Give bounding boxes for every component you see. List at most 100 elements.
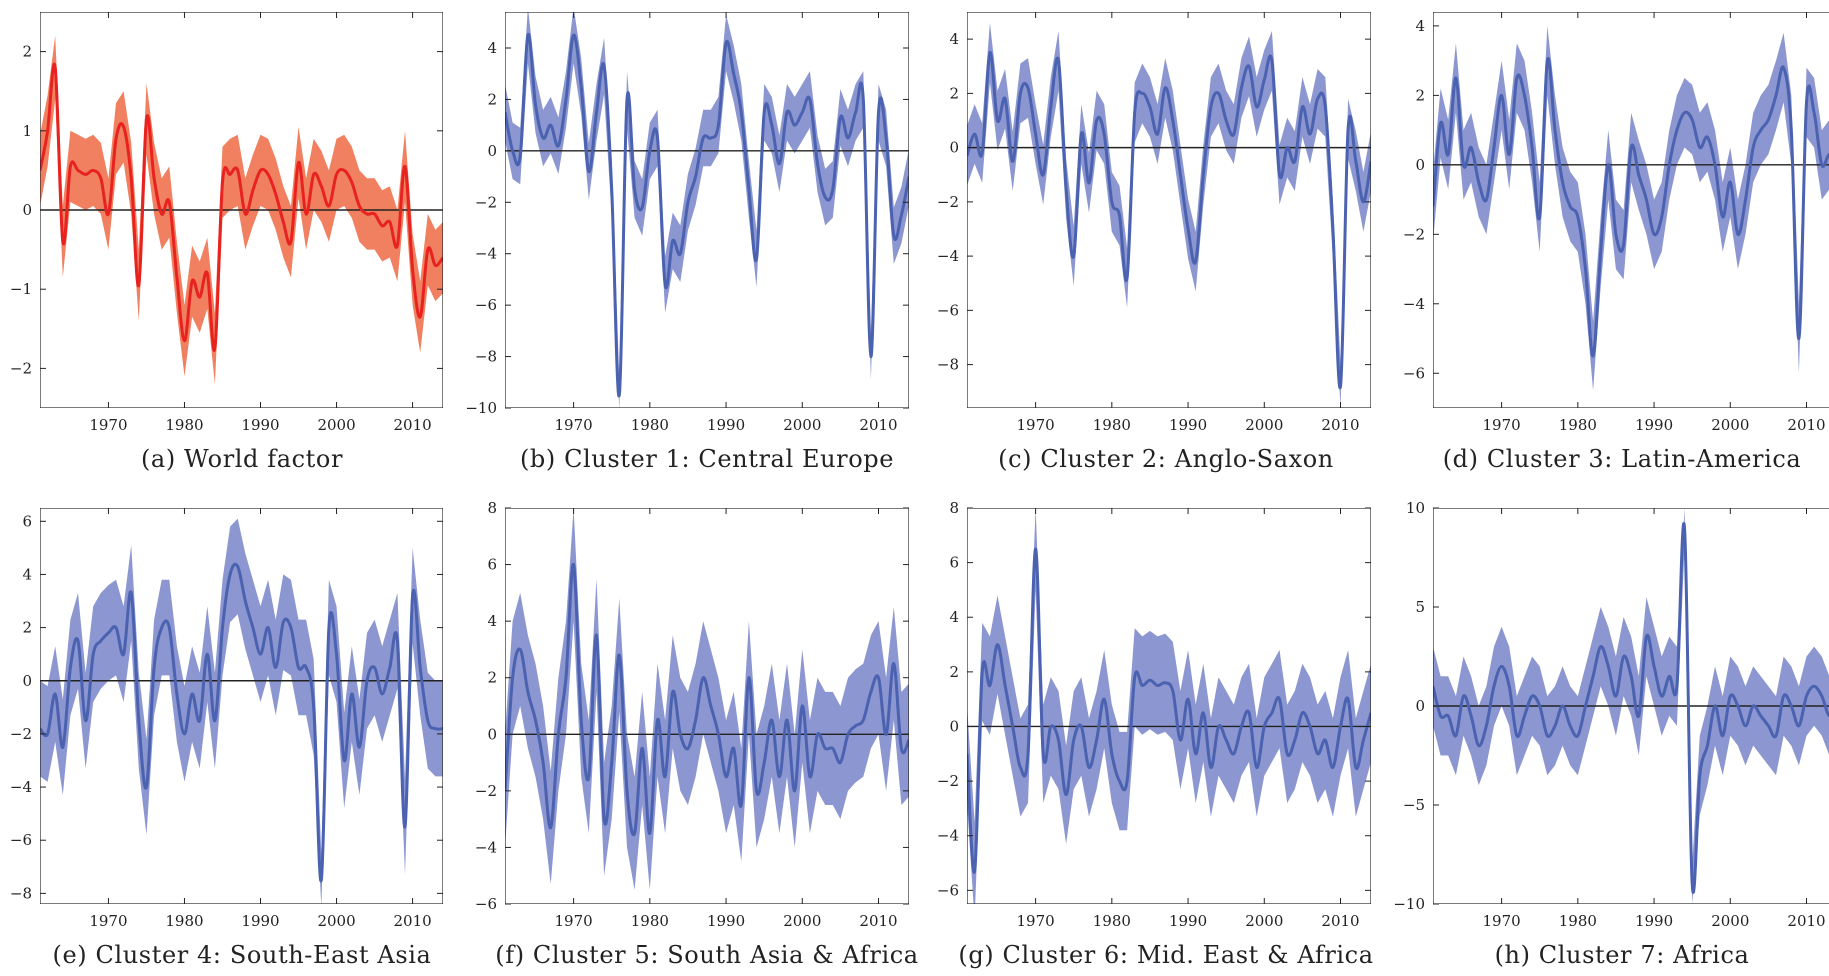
panel-c-ytick-label: −4 — [937, 247, 959, 265]
panel-d-xtick-label: 1990 — [1635, 416, 1673, 434]
panel-f-ytick-label: 4 — [487, 612, 497, 630]
panel-f-xtick-label: 1990 — [707, 912, 745, 930]
panel-h-caption: (h) Cluster 7: Africa — [1495, 941, 1750, 969]
panel-h-ytick-label: −5 — [1403, 796, 1425, 814]
panel-a-xtick-label: 1990 — [241, 416, 279, 434]
panel-c: 1970 1980 1990 2000 2010 −8 −6 −4 −2 0 2 4 (c) Clust… — [937, 12, 1371, 473]
panel-f-ytick-label: −2 — [475, 782, 497, 800]
panel-g-xtick-label: 1970 — [1017, 912, 1055, 930]
panel-f-caption: (f) Cluster 5: South Asia & Africa — [495, 941, 918, 969]
panel-b-ytick-label: −4 — [475, 245, 497, 263]
panel-a-xtick-label: 2010 — [393, 416, 431, 434]
panel-a: 1970 1980 1990 2000 2010 −2 −1 0 1 2 (a) World fac… — [10, 12, 443, 473]
panel-g-ytick-label: 0 — [949, 717, 959, 735]
panel-h: 1970 1980 1990 2000 2010 −10 −5 0 5 10 (h) Cluster… — [1393, 499, 1829, 969]
panel-h-xtick-label: 1980 — [1559, 912, 1597, 930]
panel-g-caption: (g) Cluster 6: Mid. East & Africa — [958, 941, 1373, 969]
panel-c-ytick-label: 0 — [949, 139, 959, 157]
panel-g-ytick-label: 6 — [949, 554, 959, 572]
panel-c-xtick-label: 1970 — [1017, 416, 1055, 434]
panel-b-xtick-label: 1990 — [707, 416, 745, 434]
panel-g-xtick-label: 2010 — [1321, 912, 1359, 930]
panel-g-ytick-label: 4 — [949, 608, 959, 626]
panel-e-xtick-label: 1970 — [89, 912, 127, 930]
panel-h-ytick-label: 5 — [1415, 598, 1425, 616]
panel-b-ytick-label: 0 — [487, 142, 497, 160]
panel-f-xtick-label: 2000 — [783, 912, 821, 930]
panel-c-caption: (c) Cluster 2: Anglo-Saxon — [998, 445, 1334, 473]
panel-a-series-line — [40, 62, 443, 352]
panel-h-xtick-label: 2000 — [1711, 912, 1749, 930]
panel-d-ytick-label: 4 — [1415, 17, 1425, 35]
panel-c-series-line — [967, 51, 1371, 390]
panel-f: 1970 1980 1990 2000 2010 −6 −4 −2 0 2 4 6 8 (f) Clust… — [475, 499, 918, 969]
panel-e: 1970 1980 1990 2000 2010 −8 −6 −4 −2 0 2 4 6 (e) Clus… — [10, 508, 443, 969]
panel-f-series-line — [505, 563, 909, 837]
panel-b-xtick-label: 1970 — [555, 416, 593, 434]
panel-e-ytick-label: 2 — [22, 619, 32, 637]
panel-d-xtick-label: 1970 — [1483, 416, 1521, 434]
panel-g: 1970 1980 1990 2000 2010 −6 −4 −2 0 2 4 6 8 (g) Clust… — [937, 499, 1373, 969]
panel-f-ytick-label: 8 — [487, 499, 497, 517]
panel-b-caption: (b) Cluster 1: Central Europe — [520, 445, 894, 473]
panel-c-xtick-label: 1980 — [1093, 416, 1131, 434]
panel-e-ytick-label: −8 — [10, 884, 32, 902]
panel-h-xtick-label: 2010 — [1787, 912, 1825, 930]
panel-b-xtick-label: 1980 — [631, 416, 669, 434]
panel-e-xtick-label: 2000 — [317, 912, 355, 930]
panel-d-ytick-label: −6 — [1403, 364, 1425, 382]
panel-d: 1970 1980 1990 2000 2010 −6 −4 −2 0 2 4 (d) Cluster… — [1403, 12, 1829, 473]
panel-a-xtick-label: 2000 — [317, 416, 355, 434]
panel-g-ytick-label: −4 — [937, 827, 959, 845]
panel-h-ytick-label: −10 — [1393, 895, 1425, 913]
panel-b-frame — [505, 12, 909, 408]
panel-e-ytick-label: −4 — [10, 778, 32, 796]
panel-d-xtick-label: 2010 — [1787, 416, 1825, 434]
panel-d-ytick-label: −4 — [1403, 295, 1425, 313]
panel-e-ytick-label: −6 — [10, 831, 32, 849]
panel-f-xtick-label: 1980 — [631, 912, 669, 930]
panel-e-ytick-label: 6 — [22, 512, 32, 530]
panel-g-series-line — [967, 547, 1371, 874]
panel-d-ytick-label: 0 — [1415, 156, 1425, 174]
panel-b-ytick-label: −8 — [475, 348, 497, 366]
panel-b: 1970 1980 1990 2000 2010 −10 −8 −6 −4 −2 0 2 4 (b) Cl… — [465, 12, 909, 473]
panel-h-xtick-label: 1970 — [1483, 912, 1521, 930]
panel-b-ytick-label: −10 — [465, 399, 497, 417]
panel-e-ytick-label: −2 — [10, 725, 32, 743]
panel-f-ytick-label: 0 — [487, 725, 497, 743]
panel-b-ytick-label: −6 — [475, 296, 497, 314]
panel-g-ytick-label: −6 — [937, 881, 959, 899]
panel-g-ytick-label: −2 — [937, 772, 959, 790]
panel-b-ytick-label: 4 — [487, 39, 497, 57]
panel-f-ytick-label: 2 — [487, 669, 497, 687]
panel-a-ytick-label: −2 — [10, 359, 32, 377]
panel-g-ytick-label: 8 — [949, 499, 959, 517]
panel-h-ytick-label: 0 — [1415, 697, 1425, 715]
panel-d-ytick-label: −2 — [1403, 225, 1425, 243]
panel-d-confidence-band — [1433, 25, 1829, 391]
panel-e-caption: (e) Cluster 4: South-East Asia — [53, 941, 432, 969]
panel-e-ytick-label: 0 — [22, 672, 32, 690]
panel-c-ytick-label: −8 — [937, 356, 959, 374]
panel-g-xtick-label: 1990 — [1169, 912, 1207, 930]
panel-d-xtick-label: 1980 — [1559, 416, 1597, 434]
panel-h-xtick-label: 1990 — [1635, 912, 1673, 930]
panel-g-confidence-band — [967, 508, 1371, 904]
panel-e-xtick-label: 1990 — [241, 912, 279, 930]
panel-h-series-line — [1433, 522, 1829, 894]
panel-g-xtick-label: 2000 — [1245, 912, 1283, 930]
panel-a-caption: (a) World factor — [141, 445, 343, 473]
panel-d-caption: (d) Cluster 3: Latin-America — [1443, 445, 1802, 473]
panel-d-frame — [1433, 12, 1829, 408]
panel-b-xtick-label: 2010 — [859, 416, 897, 434]
panel-e-xtick-label: 2010 — [393, 912, 431, 930]
panel-f-ytick-label: −6 — [475, 895, 497, 913]
panel-c-xtick-label: 1990 — [1169, 416, 1207, 434]
panel-c-ytick-label: 4 — [949, 30, 959, 48]
panel-c-ytick-label: 2 — [949, 84, 959, 102]
panel-e-ytick-label: 4 — [22, 565, 32, 583]
panel-a-ytick-label: −1 — [10, 280, 32, 298]
panel-e-series-line — [40, 562, 443, 883]
panel-d-series-line — [1433, 56, 1829, 358]
